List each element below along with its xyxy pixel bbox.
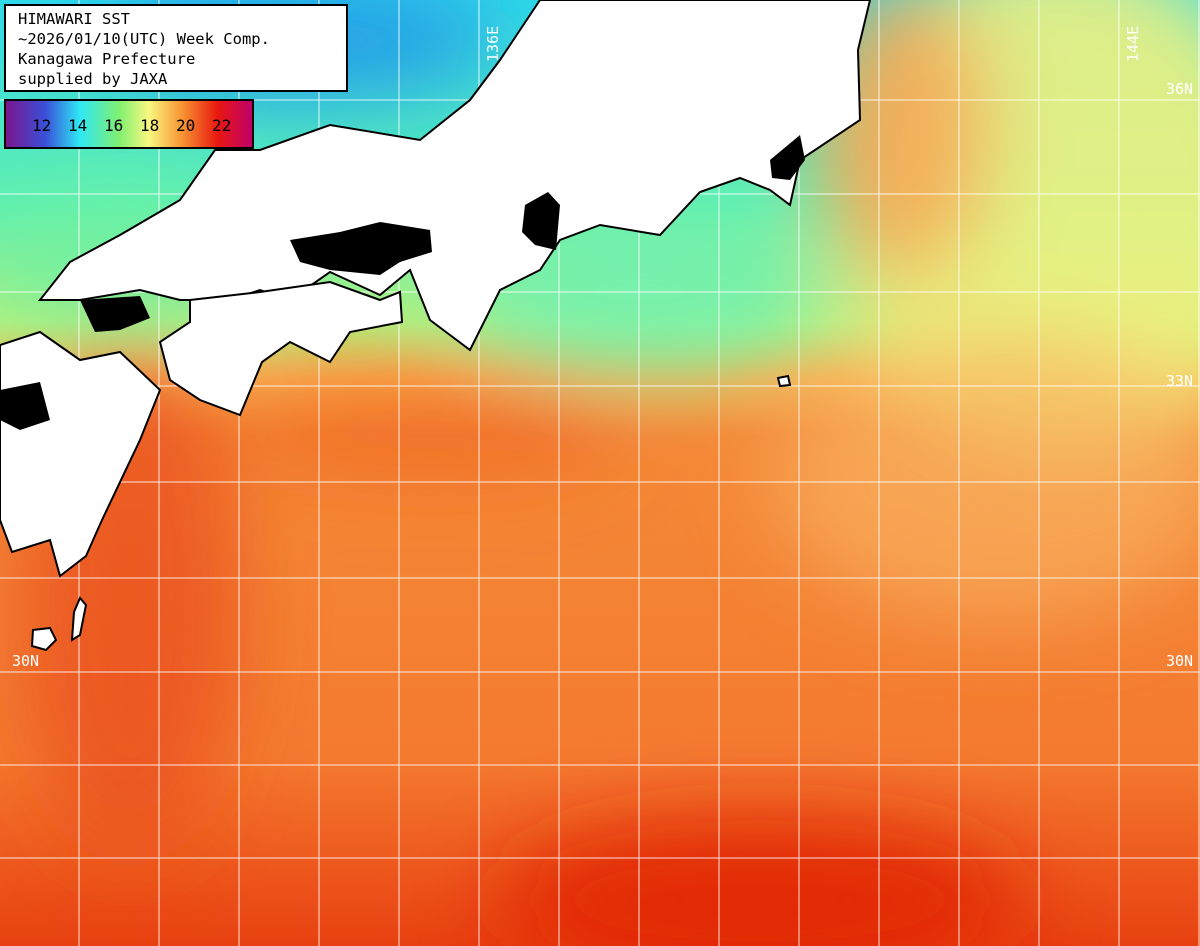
lat-label-30n-right: 30N bbox=[1166, 652, 1194, 670]
lat-label-30n-left: 30N bbox=[12, 652, 40, 670]
tanegashima bbox=[70, 596, 88, 642]
no-data-areas bbox=[0, 135, 805, 430]
title-line: HIMAWARI SST bbox=[18, 10, 130, 28]
color-scale-legend: 12 14 16 18 20 22 bbox=[4, 99, 254, 149]
date-line: ~2026/01/10(UTC) Week Comp. bbox=[18, 30, 270, 48]
prefecture-line: Kanagawa Prefecture bbox=[18, 50, 196, 68]
legend-tick: 18 bbox=[140, 116, 160, 135]
legend-tick: 22 bbox=[212, 116, 232, 135]
legend-tick: 16 bbox=[104, 116, 124, 135]
legend-tick: 12 bbox=[32, 116, 52, 135]
legend-tick: 14 bbox=[68, 116, 88, 135]
lat-label-36n: 36N bbox=[1166, 80, 1194, 98]
yakushima bbox=[30, 626, 58, 652]
lat-label-33n: 33N bbox=[1166, 372, 1194, 390]
lon-label-136e: 136E bbox=[484, 25, 502, 62]
izu-oshima bbox=[776, 374, 792, 388]
info-box: HIMAWARI SST ~2026/01/10(UTC) Week Comp.… bbox=[4, 4, 348, 92]
lon-label-144e: 144E bbox=[1124, 25, 1142, 62]
shikoku bbox=[158, 280, 404, 417]
supplier-line: supplied by JAXA bbox=[18, 70, 168, 88]
legend-tick: 20 bbox=[176, 116, 196, 135]
